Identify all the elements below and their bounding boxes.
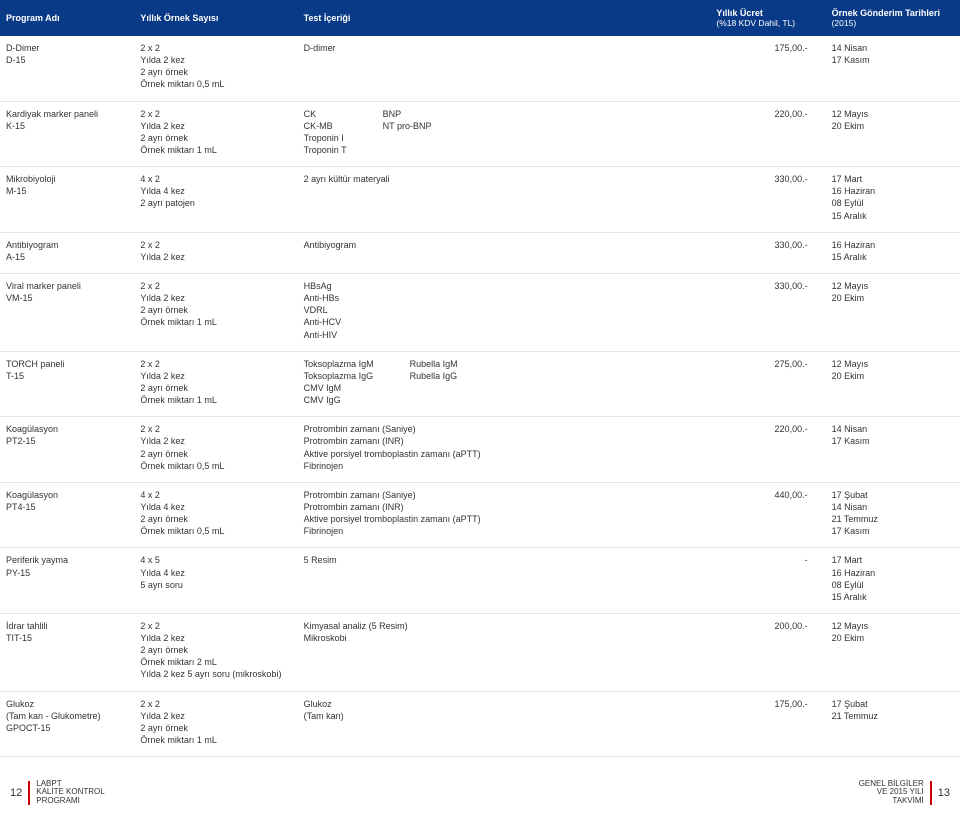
table-row: Glukoz (Tam kan - Glukometre) GPOCT-152 … <box>0 691 960 757</box>
cell-test-content: D-dimer <box>298 36 711 101</box>
cell-price: 175,00.- <box>710 36 825 101</box>
footer-accent-bar-right <box>930 781 932 805</box>
header-price: Yıllık Ücret (%18 KDV Dahil, TL) <box>710 0 825 36</box>
cell-sample-count: 2 x 2 Yılda 2 kez 2 ayrı örnek Örnek mik… <box>134 101 297 167</box>
programs-table: Program Adı Yıllık Örnek Sayısı Test İçe… <box>0 0 960 757</box>
cell-test-content: Glukoz (Tam kan) <box>298 691 711 757</box>
cell-price: 330,00.- <box>710 167 825 233</box>
cell-dates: 12 Mayıs 20 Ekim <box>826 101 960 167</box>
table-row: TORCH paneli T-152 x 2 Yılda 2 kez 2 ayr… <box>0 351 960 417</box>
cell-sample-count: 2 x 2 Yılda 2 kez 2 ayrı örnek Örnek mik… <box>134 691 297 757</box>
header-program: Program Adı <box>0 0 134 36</box>
cell-program: Kardiyak marker paneli K-15 <box>0 101 134 167</box>
table-row: D-Dimer D-152 x 2 Yılda 2 kez 2 ayrı örn… <box>0 36 960 101</box>
cell-test-content: 5 Resim <box>298 548 711 614</box>
cell-dates: 17 Mart 16 Haziran 08 Eylül 15 Aralık <box>826 548 960 614</box>
cell-sample-count: 2 x 2 Yılda 2 kez 2 ayrı örnek Örnek mik… <box>134 417 297 483</box>
cell-program: Mikrobiyoloji M-15 <box>0 167 134 233</box>
cell-dates: 17 Şubat 14 Nisan 21 Temmuz 17 Kasım <box>826 482 960 548</box>
cell-price: 330,00.- <box>710 273 825 351</box>
cell-sample-count: 4 x 2 Yılda 4 kez 2 ayrı örnek Örnek mik… <box>134 482 297 548</box>
cell-sample-count: 2 x 2 Yılda 2 kez 2 ayrı örnek Örnek mik… <box>134 351 297 417</box>
cell-dates: 17 Şubat 21 Temmuz <box>826 691 960 757</box>
cell-test-content: Protrombin zamanı (Saniye) Protrombin za… <box>298 417 711 483</box>
cell-dates: 12 Mayıs 20 Ekim <box>826 273 960 351</box>
cell-price: 200,00.- <box>710 613 825 691</box>
cell-price: 220,00.- <box>710 417 825 483</box>
cell-program: Koagülasyon PT4-15 <box>0 482 134 548</box>
footer-accent-bar-left <box>28 781 30 805</box>
cell-dates: 14 Nisan 17 Kasım <box>826 417 960 483</box>
cell-dates: 16 Haziran 15 Aralık <box>826 232 960 273</box>
header-dates-line2: (2015) <box>832 18 954 28</box>
footer-right: GENEL BİLGİLER VE 2015 YILI TAKVİMİ 13 <box>859 780 950 806</box>
cell-test-content: Antibiyogram <box>298 232 711 273</box>
cell-sample-count: 2 x 2 Yılda 2 kez <box>134 232 297 273</box>
table-row: Periferik yayma PY-154 x 5 Yılda 4 kez 5… <box>0 548 960 614</box>
table-body: D-Dimer D-152 x 2 Yılda 2 kez 2 ayrı örn… <box>0 36 960 757</box>
cell-program: Periferik yayma PY-15 <box>0 548 134 614</box>
cell-dates: 12 Mayıs 20 Ekim <box>826 613 960 691</box>
cell-sample-count: 4 x 2 Yılda 4 kez 2 ayrı patojen <box>134 167 297 233</box>
header-test-content: Test İçeriği <box>298 0 711 36</box>
cell-program: İdrar tahlili TIT-15 <box>0 613 134 691</box>
cell-price: 275,00.- <box>710 351 825 417</box>
cell-test-content: Kimyasal analiz (5 Resim) Mikroskobi <box>298 613 711 691</box>
table-row: Antibiyogram A-152 x 2 Yılda 2 kezAntibi… <box>0 232 960 273</box>
cell-dates: 14 Nisan 17 Kasım <box>826 36 960 101</box>
header-sample-count: Yıllık Örnek Sayısı <box>134 0 297 36</box>
cell-program: Antibiyogram A-15 <box>0 232 134 273</box>
cell-price: 175,00.- <box>710 691 825 757</box>
cell-program: Koagülasyon PT2-15 <box>0 417 134 483</box>
table-row: Viral marker paneli VM-152 x 2 Yılda 2 k… <box>0 273 960 351</box>
cell-price: 330,00.- <box>710 232 825 273</box>
cell-test-content: 2 ayrı kültür materyali <box>298 167 711 233</box>
cell-dates: 12 Mayıs 20 Ekim <box>826 351 960 417</box>
table-row: Koagülasyon PT4-154 x 2 Yılda 4 kez 2 ay… <box>0 482 960 548</box>
table-row: İdrar tahlili TIT-152 x 2 Yılda 2 kez 2 … <box>0 613 960 691</box>
cell-program: D-Dimer D-15 <box>0 36 134 101</box>
page-number-right: 13 <box>938 787 950 799</box>
cell-test-content: HBsAg Anti-HBs VDRL Anti-HCV Anti-HIV <box>298 273 711 351</box>
table-row: Kardiyak marker paneli K-152 x 2 Yılda 2… <box>0 101 960 167</box>
header-price-line2: (%18 KDV Dahil, TL) <box>716 18 819 28</box>
footer-right-text: GENEL BİLGİLER VE 2015 YILI TAKVİMİ <box>859 780 924 806</box>
page-number-left: 12 <box>10 787 22 799</box>
table-row: Koagülasyon PT2-152 x 2 Yılda 2 kez 2 ay… <box>0 417 960 483</box>
cell-program: Glukoz (Tam kan - Glukometre) GPOCT-15 <box>0 691 134 757</box>
cell-sample-count: 2 x 2 Yılda 2 kez 2 ayrı örnek Örnek mik… <box>134 273 297 351</box>
cell-price: 440,00.- <box>710 482 825 548</box>
cell-sample-count: 2 x 2 Yılda 2 kez 2 ayrı örnek Örnek mik… <box>134 36 297 101</box>
cell-program: TORCH paneli T-15 <box>0 351 134 417</box>
cell-price: - <box>710 548 825 614</box>
header-price-line1: Yıllık Ücret <box>716 8 763 18</box>
cell-test-content: Protrombin zamanı (Saniye) Protrombin za… <box>298 482 711 548</box>
cell-dates: 17 Mart 16 Haziran 08 Eylül 15 Aralık <box>826 167 960 233</box>
header-dates-line1: Örnek Gönderim Tarihleri <box>832 8 940 18</box>
cell-sample-count: 2 x 2 Yılda 2 kez 2 ayrı örnek Örnek mik… <box>134 613 297 691</box>
table-row: Mikrobiyoloji M-154 x 2 Yılda 4 kez 2 ay… <box>0 167 960 233</box>
cell-test-content: Toksoplazma IgM Toksoplazma IgG CMV IgM … <box>298 351 711 417</box>
table-header: Program Adı Yıllık Örnek Sayısı Test İçe… <box>0 0 960 36</box>
footer-left: 12 LABPT KALİTE KONTROL PROGRAMI <box>10 780 105 806</box>
cell-price: 220,00.- <box>710 101 825 167</box>
header-dates: Örnek Gönderim Tarihleri (2015) <box>826 0 960 36</box>
page-container: Program Adı Yıllık Örnek Sayısı Test İçe… <box>0 0 960 757</box>
cell-program: Viral marker paneli VM-15 <box>0 273 134 351</box>
footer-left-text: LABPT KALİTE KONTROL PROGRAMI <box>36 780 104 806</box>
cell-sample-count: 4 x 5 Yılda 4 kez 5 ayrı soru <box>134 548 297 614</box>
cell-test-content: CK CK-MB Troponin I Troponin TBNP NT pro… <box>298 101 711 167</box>
